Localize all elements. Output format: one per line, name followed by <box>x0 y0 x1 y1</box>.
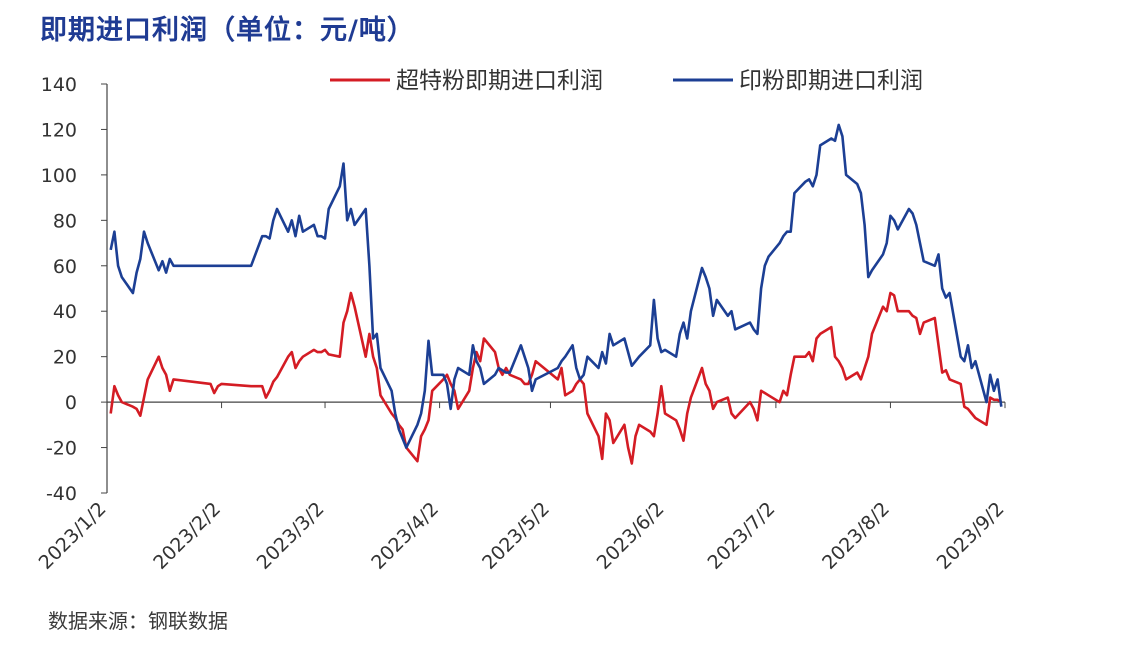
y-axis: 140 120 100 80 60 40 20 0 -20 -40 <box>41 74 108 505</box>
x-tick-label: 2023/2/2 <box>149 498 225 574</box>
x-tick-label: 2023/5/2 <box>478 498 554 574</box>
legend-label-super-special-fines: 超特粉即期进口利润 <box>396 68 603 94</box>
series-line-super-special-fines <box>109 291 1002 465</box>
x-tick-label: 2023/3/2 <box>253 498 329 574</box>
x-tick-label: 2023/1/2 <box>35 498 111 574</box>
x-axis: 2023/1/2 2023/2/2 2023/3/2 2023/4/2 2023/5/2… <box>35 401 1009 574</box>
series-line-indian-fines <box>109 123 1003 449</box>
y-tick-label: 20 <box>53 347 77 369</box>
x-tick-label: 2023/6/2 <box>593 498 669 574</box>
y-tick-label: -40 <box>46 483 77 505</box>
x-tick-label: 2023/7/2 <box>704 498 780 574</box>
y-tick-label: 40 <box>53 301 77 323</box>
x-tick-label: 2023/9/2 <box>933 498 1009 574</box>
y-tick-label: 80 <box>53 210 77 232</box>
legend: 超特粉即期进口利润 印粉即期进口利润 <box>330 68 923 94</box>
data-source-note: 数据来源：钢联数据 <box>48 609 228 633</box>
x-tick-label: 2023/8/2 <box>818 498 894 574</box>
y-tick-label: -20 <box>46 438 77 460</box>
y-tick-label: 60 <box>53 256 77 278</box>
legend-label-indian-fines: 印粉即期进口利润 <box>739 68 923 94</box>
x-tick-label: 2023/4/2 <box>367 498 443 574</box>
y-tick-label: 140 <box>41 74 77 96</box>
y-tick-label: 0 <box>65 392 77 414</box>
y-tick-label: 100 <box>41 165 77 187</box>
series-layer <box>109 123 1003 465</box>
y-tick-label: 120 <box>41 119 77 141</box>
chart-title: 即期进口利润（单位：元/吨） <box>40 15 415 46</box>
